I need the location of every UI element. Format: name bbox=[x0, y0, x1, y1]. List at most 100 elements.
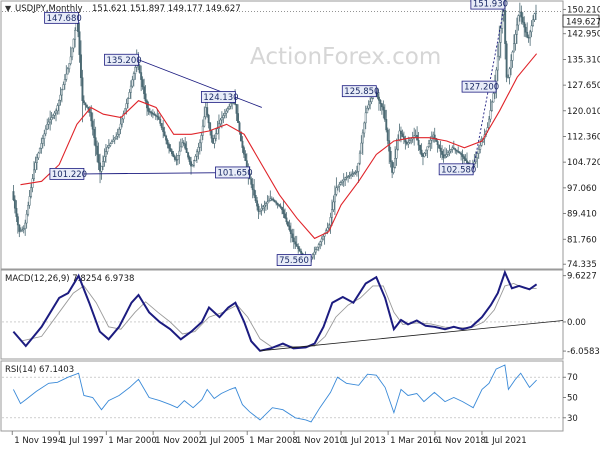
candle bbox=[270, 198, 273, 200]
candle bbox=[254, 195, 257, 201]
candle bbox=[436, 141, 439, 146]
time-axis-label: 1 Jul 1997 bbox=[61, 436, 104, 446]
candle bbox=[68, 63, 71, 70]
macd-axis-label: 0.00 bbox=[567, 318, 586, 328]
price-label: 147.680 bbox=[44, 11, 82, 24]
candle bbox=[159, 118, 162, 124]
candle bbox=[93, 129, 96, 138]
candle bbox=[181, 142, 184, 148]
candle bbox=[452, 147, 455, 150]
candle bbox=[100, 166, 103, 172]
axes: 150.210 142.950 135.310 127.650 120.010 112.3… bbox=[11, 5, 600, 446]
candle bbox=[342, 179, 345, 182]
candle bbox=[429, 139, 432, 144]
candle bbox=[238, 122, 241, 133]
candle bbox=[201, 125, 204, 136]
price-label: 151.930 bbox=[470, 0, 508, 10]
candle bbox=[35, 157, 38, 163]
candle bbox=[476, 153, 479, 158]
candle bbox=[173, 156, 176, 160]
candle bbox=[69, 56, 72, 64]
rsi-axis-label: 70 bbox=[567, 373, 578, 383]
candle bbox=[206, 107, 209, 116]
candle bbox=[223, 113, 226, 116]
candle bbox=[515, 24, 518, 35]
collapse-triangle-icon[interactable]: ▼ bbox=[5, 4, 12, 13]
candle bbox=[116, 134, 119, 137]
price-axis-label: 135.310 bbox=[567, 55, 600, 65]
price-label-text: 127.200 bbox=[464, 83, 499, 93]
candle bbox=[288, 225, 291, 231]
price-label-text: 125.850 bbox=[344, 87, 379, 97]
candle bbox=[348, 175, 351, 177]
candle bbox=[209, 122, 212, 131]
rsi-panel bbox=[0, 360, 564, 432]
candle bbox=[256, 200, 259, 207]
candle bbox=[47, 121, 50, 125]
price-label-box bbox=[341, 85, 377, 98]
candle bbox=[279, 205, 282, 208]
candle bbox=[144, 93, 147, 102]
candle bbox=[347, 175, 350, 178]
candle bbox=[129, 85, 132, 93]
candle bbox=[210, 130, 213, 139]
candle bbox=[58, 100, 60, 106]
candle bbox=[18, 224, 21, 232]
candle bbox=[198, 142, 201, 148]
candle bbox=[326, 227, 329, 231]
candle bbox=[510, 60, 512, 70]
candle bbox=[78, 31, 81, 55]
candle bbox=[99, 162, 102, 172]
candle bbox=[50, 117, 53, 121]
candle bbox=[460, 153, 463, 155]
macd-axis-label: 9.6227 bbox=[567, 272, 597, 282]
candle bbox=[55, 110, 57, 114]
candle bbox=[369, 101, 372, 106]
candle bbox=[313, 251, 316, 255]
candle bbox=[388, 140, 391, 152]
candle bbox=[102, 161, 104, 167]
price-axis-label: 74.335 bbox=[567, 260, 597, 270]
candle bbox=[81, 77, 84, 101]
price-label-text: 102.580 bbox=[441, 165, 476, 175]
candle bbox=[398, 130, 401, 141]
candle bbox=[401, 133, 404, 137]
candle bbox=[27, 205, 30, 215]
time-axis-label: 1 Jul 2013 bbox=[343, 436, 386, 446]
price-label: 135.200 bbox=[104, 53, 142, 66]
candle bbox=[134, 67, 137, 74]
candle bbox=[156, 115, 159, 118]
candle bbox=[166, 139, 169, 145]
candle bbox=[298, 248, 301, 252]
candle bbox=[207, 114, 210, 124]
candle bbox=[141, 79, 144, 87]
candle bbox=[441, 151, 444, 155]
candle bbox=[432, 134, 435, 138]
candle bbox=[87, 106, 90, 110]
time-axis-label: 1 Nov 2010 bbox=[296, 436, 345, 446]
candle bbox=[458, 151, 461, 154]
candle bbox=[284, 213, 286, 219]
candle bbox=[119, 123, 122, 130]
price-axis-label: 81.760 bbox=[567, 235, 597, 245]
candle bbox=[350, 174, 352, 176]
candle bbox=[353, 172, 355, 175]
candle bbox=[319, 241, 322, 245]
candle bbox=[335, 187, 338, 195]
rsi-line bbox=[12, 364, 537, 423]
candle bbox=[259, 209, 261, 212]
candle bbox=[113, 137, 116, 141]
candle bbox=[153, 113, 156, 116]
candle bbox=[320, 238, 323, 243]
candle bbox=[285, 217, 288, 223]
candle bbox=[138, 65, 141, 73]
candle bbox=[193, 160, 195, 166]
candle bbox=[464, 158, 467, 162]
candle bbox=[245, 160, 248, 168]
candle bbox=[132, 73, 135, 81]
candle bbox=[150, 112, 153, 114]
candle bbox=[80, 54, 82, 78]
candle bbox=[178, 150, 181, 156]
rsi-axis-label: 30 bbox=[567, 414, 578, 424]
candle bbox=[520, 11, 523, 18]
